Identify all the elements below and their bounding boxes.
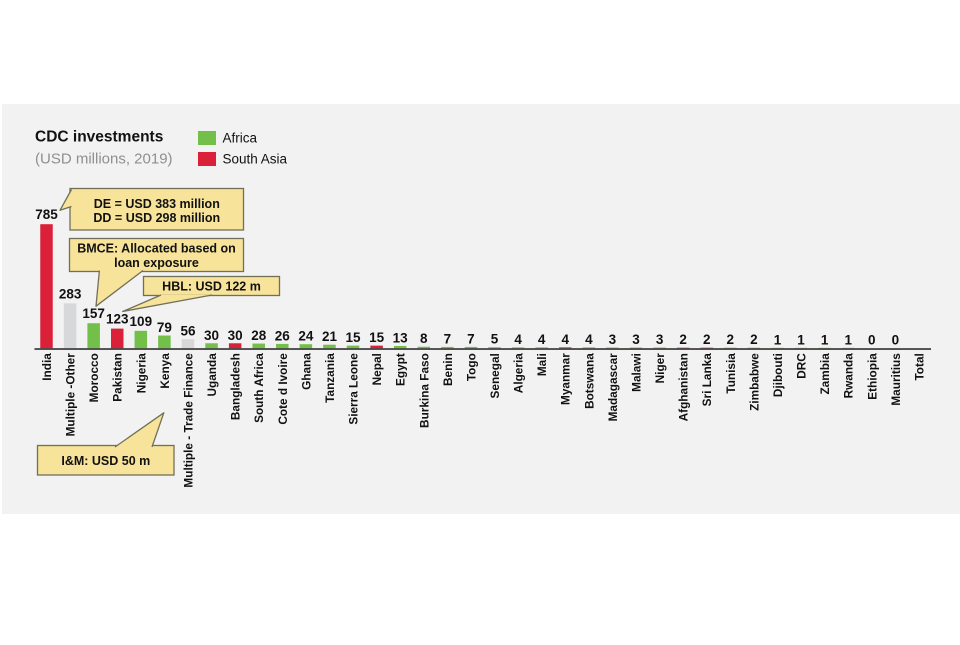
svg-text:30: 30 (228, 328, 243, 343)
svg-text:Uganda: Uganda (205, 353, 219, 397)
svg-text:3: 3 (632, 332, 640, 347)
svg-text:HBL: USD 122 m: HBL: USD 122 m (162, 279, 261, 293)
svg-text:1: 1 (774, 332, 782, 347)
svg-text:30: 30 (204, 328, 219, 343)
svg-text:DE = USD 383 million: DE = USD 383 million (94, 197, 220, 211)
svg-text:5: 5 (491, 332, 499, 347)
svg-text:Burkina Faso: Burkina Faso (417, 353, 431, 428)
svg-text:15: 15 (369, 330, 385, 345)
svg-text:2: 2 (703, 332, 711, 347)
svg-text:15: 15 (346, 330, 362, 345)
svg-text:283: 283 (59, 286, 82, 301)
svg-text:Multiple - Trade Finance: Multiple - Trade Finance (181, 353, 195, 488)
svg-text:Myanmar: Myanmar (559, 353, 573, 405)
svg-text:India: India (40, 353, 54, 381)
svg-text:Egypt: Egypt (394, 353, 408, 386)
svg-text:4: 4 (585, 332, 593, 347)
svg-text:79: 79 (157, 320, 172, 335)
svg-text:8: 8 (420, 331, 428, 346)
svg-text:157: 157 (82, 306, 105, 321)
svg-text:123: 123 (106, 312, 129, 327)
svg-text:0: 0 (892, 333, 900, 348)
svg-text:Africa: Africa (223, 131, 258, 146)
svg-text:Sierra Leone: Sierra Leone (347, 353, 361, 425)
svg-text:4: 4 (514, 332, 522, 347)
svg-text:2: 2 (750, 332, 758, 347)
svg-text:DRC: DRC (795, 353, 809, 379)
svg-text:Tunisia: Tunisia (724, 353, 738, 394)
svg-text:56: 56 (180, 324, 196, 339)
svg-text:Botswana: Botswana (582, 353, 596, 409)
svg-text:7: 7 (467, 331, 475, 346)
svg-text:Mali: Mali (535, 353, 549, 376)
svg-text:Tanzania: Tanzania (323, 353, 337, 403)
svg-text:Algeria: Algeria (512, 353, 526, 393)
svg-text:109: 109 (130, 314, 153, 329)
svg-text:DD = USD 298 million: DD = USD 298 million (93, 211, 220, 225)
svg-text:Zambia: Zambia (818, 353, 832, 395)
svg-text:Bangladesh: Bangladesh (229, 353, 243, 420)
svg-text:Cote d Ivoire: Cote d Ivoire (276, 353, 290, 425)
svg-text:Kenya: Kenya (158, 353, 172, 389)
svg-text:Pakistan: Pakistan (111, 353, 125, 402)
svg-text:Togo: Togo (464, 353, 478, 381)
svg-text:Zimbabwe: Zimbabwe (747, 353, 761, 411)
svg-text:Niger: Niger (653, 353, 667, 384)
svg-text:BMCE: Allocated based on: BMCE: Allocated based on (77, 242, 236, 256)
svg-text:28: 28 (251, 328, 267, 343)
svg-text:2: 2 (727, 332, 735, 347)
svg-text:Sri Lanka: Sri Lanka (700, 353, 714, 407)
svg-text:I&M: USD 50 m: I&M: USD 50 m (61, 454, 150, 468)
svg-text:Ghana: Ghana (299, 353, 313, 390)
svg-text:loan exposure: loan exposure (114, 256, 199, 270)
svg-text:Djibouti: Djibouti (771, 353, 785, 397)
svg-text:Mauritius: Mauritius (889, 353, 903, 406)
svg-text:3: 3 (609, 332, 617, 347)
svg-text:Total: Total (912, 353, 926, 380)
svg-text:4: 4 (538, 332, 546, 347)
svg-text:Morocco: Morocco (87, 353, 101, 402)
svg-text:7: 7 (444, 331, 452, 346)
svg-text:1: 1 (844, 332, 852, 347)
svg-text:(USD millions, 2019): (USD millions, 2019) (35, 151, 173, 168)
svg-text:26: 26 (275, 328, 291, 343)
svg-text:1: 1 (821, 332, 829, 347)
svg-text:South Asia: South Asia (223, 152, 288, 167)
svg-text:24: 24 (298, 329, 314, 344)
svg-text:13: 13 (393, 330, 409, 345)
svg-text:4: 4 (562, 332, 570, 347)
svg-text:Nepal: Nepal (370, 353, 384, 385)
svg-text:Rwanda: Rwanda (842, 353, 856, 399)
svg-text:785: 785 (35, 207, 58, 222)
svg-text:Afghanistan: Afghanistan (677, 353, 691, 421)
svg-text:Multiple -Other: Multiple -Other (64, 353, 78, 437)
svg-text:South Africa: South Africa (252, 353, 266, 423)
svg-text:Malawi: Malawi (630, 353, 644, 392)
svg-text:Ethiopia: Ethiopia (865, 353, 879, 400)
svg-text:Nigeria: Nigeria (134, 353, 148, 393)
svg-text:CDC investments: CDC investments (35, 129, 163, 146)
svg-text:3: 3 (656, 332, 664, 347)
svg-text:Benin: Benin (441, 353, 455, 386)
svg-text:1: 1 (797, 332, 805, 347)
svg-text:21: 21 (322, 329, 338, 344)
svg-text:Senegal: Senegal (488, 353, 502, 398)
svg-text:0: 0 (868, 333, 876, 348)
svg-text:2: 2 (679, 332, 687, 347)
svg-text:Madagascar: Madagascar (606, 353, 620, 422)
